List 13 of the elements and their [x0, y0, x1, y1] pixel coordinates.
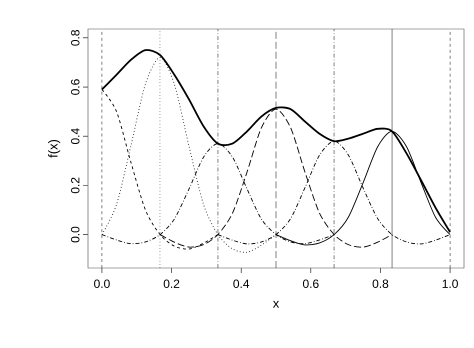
y-tick-label: 0.8 [71, 30, 80, 46]
x-tick-label: 1.0 [442, 280, 458, 288]
y-tick-label: 0.2 [71, 178, 80, 194]
y-tick-label: 0.4 [71, 128, 80, 144]
y-tick-label: 0.6 [71, 79, 80, 95]
y-tick-label: 0.0 [71, 226, 80, 242]
x-tick-label: 0.8 [372, 280, 388, 288]
x-tick-label: 0.4 [233, 280, 250, 288]
x-tick-label: 0.0 [94, 280, 110, 288]
x-tick-label: 0.2 [164, 280, 180, 288]
x-axis-title: x [272, 300, 280, 308]
x-tick-label: 0.6 [302, 280, 319, 288]
y-axis-title: f(x) [48, 140, 60, 158]
